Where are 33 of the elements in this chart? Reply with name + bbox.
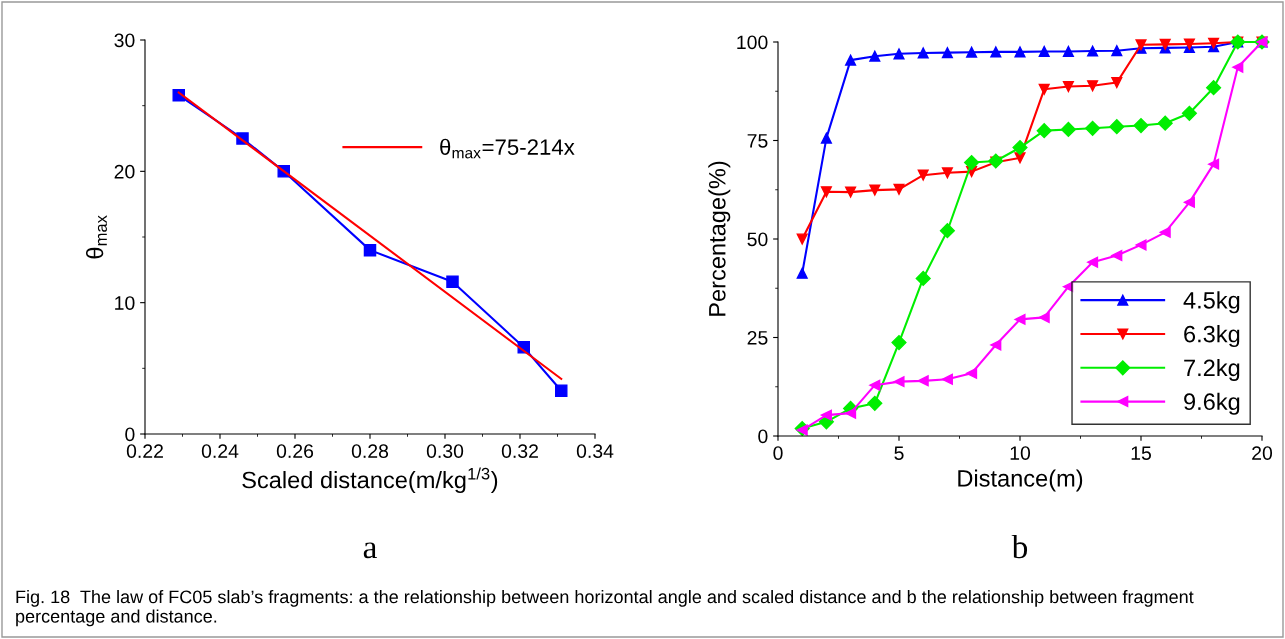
x-tick-label: 0.30 bbox=[426, 444, 464, 458]
legend-label: θ$_{max}$=75-214x bbox=[440, 138, 575, 159]
x-tick-label: 0.28 bbox=[351, 444, 389, 458]
y-axis-title: Percentage(%) bbox=[708, 161, 731, 316]
x-tick-label: 15 bbox=[1131, 446, 1151, 460]
x-tick-label: 0.24 bbox=[201, 444, 239, 458]
y-axis-title: θ$_{max}$ bbox=[85, 215, 107, 259]
legend-label: 7.2kg bbox=[1184, 358, 1240, 381]
x-tick-label: 20 bbox=[1252, 446, 1273, 460]
x-tick-label: 0.26 bbox=[276, 444, 314, 458]
legend-label: 4.5kg bbox=[1183, 291, 1240, 314]
y-tick-label: 0 bbox=[758, 429, 768, 444]
y-tick-label: 25 bbox=[747, 330, 768, 345]
y-tick-label: 20 bbox=[114, 164, 135, 179]
legend-label: 9.6kg bbox=[1184, 392, 1240, 415]
caption: Fig. 18 The law of FC05 slab’s fragments: a the relationship between horizontal angle and scaled distance and b the relationship between fragment percentage and distance. bbox=[16, 590, 1194, 627]
y-tick-label: 100 bbox=[737, 35, 768, 50]
text: a bbox=[363, 542, 377, 559]
y-tick-label: 0 bbox=[125, 427, 135, 442]
x-tick-label: 0 bbox=[773, 446, 783, 460]
y-tick-label: 30 bbox=[114, 33, 135, 48]
y-tick-label: 10 bbox=[115, 296, 135, 310]
x-axis-title: Scaled distance(m/kg$^{1/3}$) bbox=[242, 467, 498, 494]
text: b bbox=[1011, 534, 1028, 559]
x-tick-label: 10 bbox=[1010, 446, 1031, 460]
x-tick-label: 0.22 bbox=[126, 444, 163, 458]
y-tick-label: 50 bbox=[747, 232, 768, 247]
legend-label: 6.3kg bbox=[1184, 325, 1240, 348]
x-tick-label: 0.32 bbox=[501, 444, 538, 458]
x-axis-title: Distance(m) bbox=[958, 469, 1083, 492]
y-tick-label: 75 bbox=[747, 134, 768, 148]
x-tick-label: 0.34 bbox=[576, 444, 614, 458]
x-tick-label: 5 bbox=[894, 446, 904, 460]
